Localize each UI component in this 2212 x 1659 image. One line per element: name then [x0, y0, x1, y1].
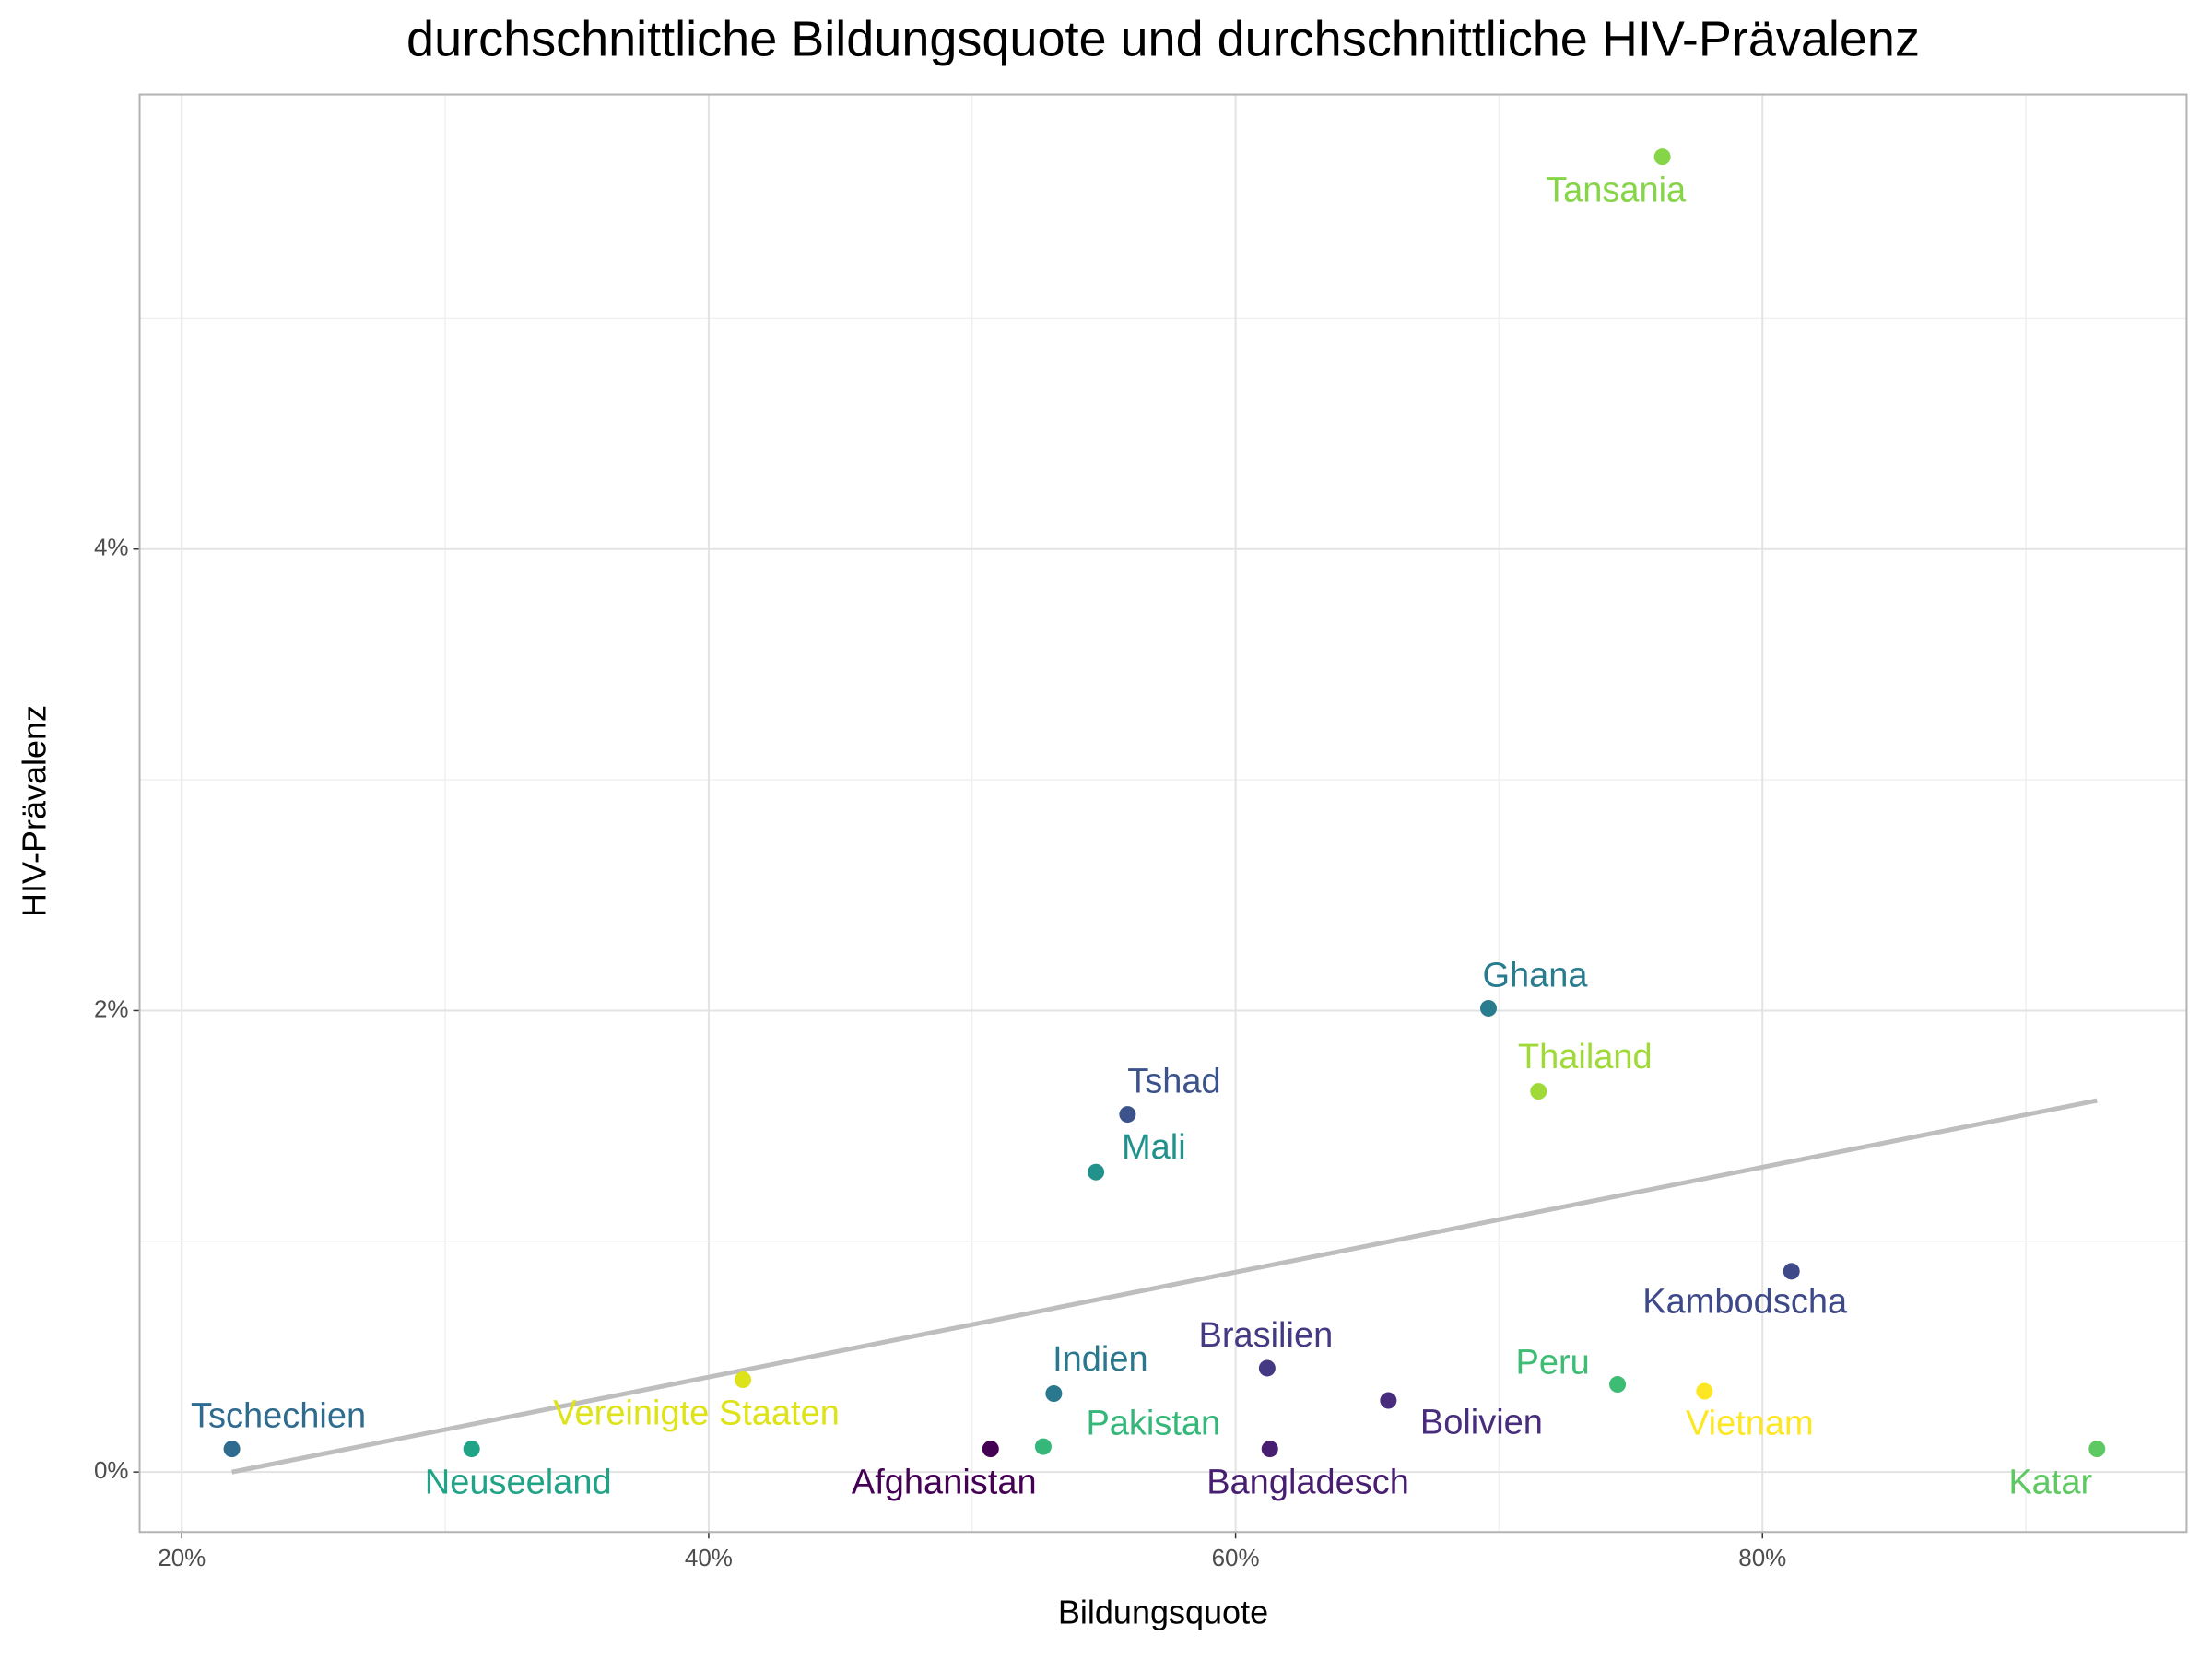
point-label: Kambodscha — [1642, 1283, 1848, 1322]
point-label: Bolivien — [1420, 1404, 1543, 1442]
point-label: Mali — [1122, 1128, 1186, 1167]
point-label: Katar — [2008, 1463, 2092, 1501]
x-axis-title: Bildungsquote — [1058, 1594, 1268, 1631]
point-label: Thailand — [1518, 1038, 1653, 1077]
plot-border — [138, 93, 2188, 1534]
point-label: Neuseeland — [425, 1463, 612, 1501]
point — [1783, 1263, 1800, 1280]
point — [1380, 1392, 1397, 1409]
y-tick-label: 0% — [94, 1456, 129, 1484]
x-tick-label: 20% — [158, 1544, 206, 1571]
point — [1261, 1441, 1278, 1458]
point — [463, 1441, 480, 1458]
chart-title: durchschnittliche Bildungsquote und durc… — [406, 11, 1920, 66]
point — [1119, 1106, 1136, 1124]
point — [1696, 1382, 1713, 1400]
point-label: Vereinigte Staaten — [553, 1394, 840, 1432]
point — [982, 1441, 999, 1458]
x-tick-label: 80% — [1738, 1544, 1786, 1571]
point — [1530, 1083, 1547, 1100]
point — [1258, 1359, 1276, 1377]
point-label: Bangladesch — [1206, 1463, 1409, 1501]
point-label: Pakistan — [1086, 1405, 1220, 1443]
point — [1609, 1376, 1627, 1394]
point-label: Tschechien — [191, 1396, 366, 1435]
point — [1045, 1385, 1063, 1403]
point — [1088, 1163, 1105, 1181]
y-tick-label: 2% — [94, 994, 129, 1022]
point — [1479, 999, 1497, 1017]
point-label: Afghanistan — [852, 1463, 1037, 1501]
point — [1653, 148, 1671, 166]
y-tick-label: 4% — [94, 534, 129, 561]
point — [223, 1441, 241, 1458]
trend-line — [231, 1098, 2098, 1475]
point — [735, 1371, 752, 1389]
point — [1034, 1438, 1052, 1455]
point-label: Tshad — [1127, 1062, 1220, 1100]
point — [2088, 1441, 2106, 1458]
x-tick-label: 60% — [1212, 1544, 1260, 1571]
point-label: Indien — [1053, 1340, 1148, 1379]
point-label: Ghana — [1482, 956, 1588, 994]
x-tick-label: 40% — [685, 1544, 733, 1571]
point-label: Tansania — [1546, 171, 1687, 209]
point-label: Brasilien — [1198, 1316, 1333, 1355]
point-label: Vietnam — [1686, 1404, 1814, 1442]
point-label: Peru — [1516, 1344, 1590, 1382]
y-axis-title: HIV-Prävalenz — [16, 705, 53, 917]
